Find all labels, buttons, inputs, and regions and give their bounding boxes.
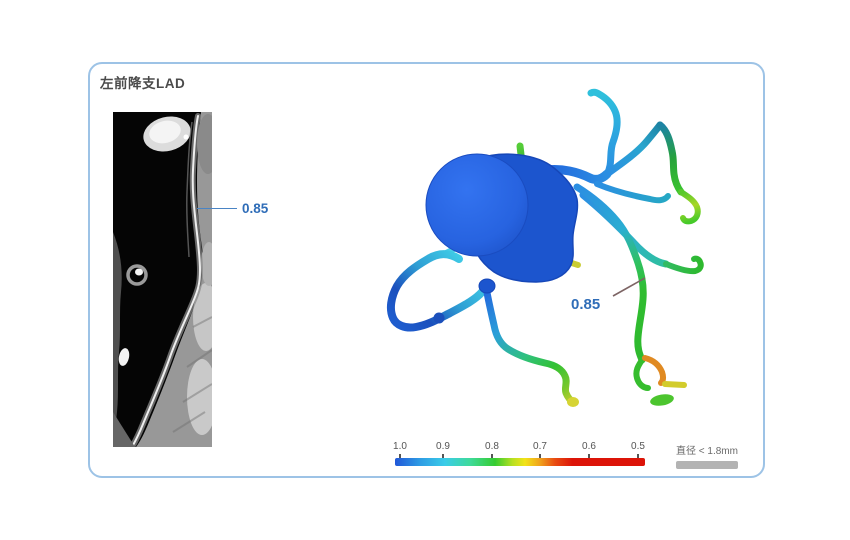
diameter-bar [676, 461, 738, 469]
coronary-3d-model [386, 88, 704, 407]
ct-cpr-image [113, 112, 212, 447]
coronary-3d-viewport[interactable] [358, 80, 760, 430]
legend-tick-label: 0.8 [485, 441, 499, 452]
ct-cpr-viewport[interactable] [113, 112, 212, 447]
panel-title: 左前降支LAD [100, 76, 186, 91]
legend-gradient-bar [395, 458, 645, 466]
legend-tick [539, 454, 541, 458]
legend-tick [399, 454, 401, 458]
model-annotation-pointer [612, 277, 646, 297]
model-annotation-value: 0.85 [571, 296, 601, 313]
legend-tick [637, 454, 639, 458]
legend-tick-label: 0.6 [582, 441, 596, 452]
diameter-label: 直径 < 1.8mm [676, 446, 738, 457]
legend-tick [442, 454, 444, 458]
ct-annotation-pointer [197, 208, 237, 209]
legend-tick-label: 1.0 [393, 441, 407, 452]
legend-tick [588, 454, 590, 458]
diameter-legend: 直径 < 1.8mm [676, 442, 738, 469]
ct-annotation-value: 0.85 [242, 201, 269, 216]
legend-tick-label: 0.5 [631, 441, 645, 452]
legend-tick-label: 0.9 [436, 441, 450, 452]
legend-tick-label: 0.7 [533, 441, 547, 452]
legend-tick [491, 454, 493, 458]
ffr-color-scale-legend: 1.0 0.9 0.8 0.7 0.6 0.5 [393, 441, 645, 467]
